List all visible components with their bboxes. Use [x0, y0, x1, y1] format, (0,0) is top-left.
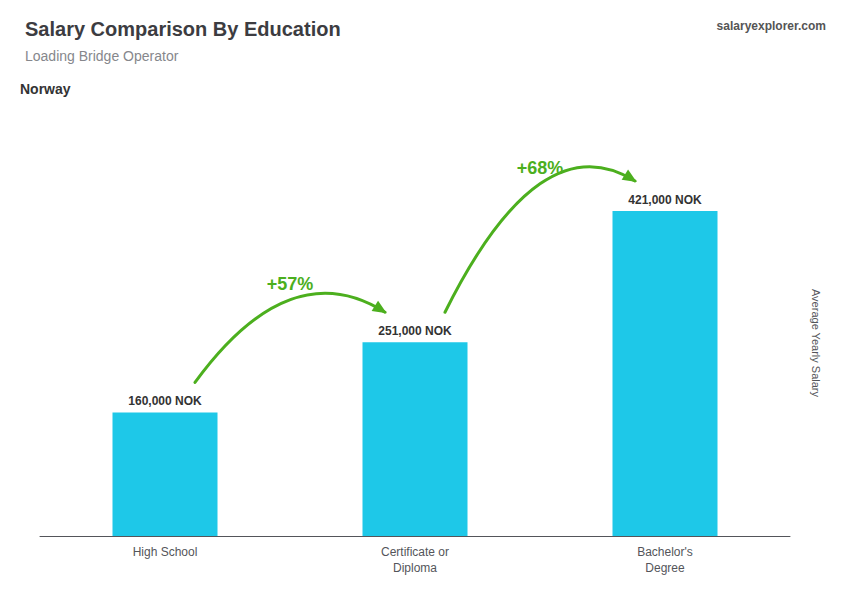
svg-text:Degree: Degree — [645, 561, 685, 575]
svg-text:251,000 NOK: 251,000 NOK — [378, 324, 452, 338]
svg-text:421,000 NOK: 421,000 NOK — [628, 193, 702, 207]
svg-text:Bachelor's: Bachelor's — [637, 545, 693, 559]
svg-text:Loading Bridge Operator: Loading Bridge Operator — [25, 48, 179, 64]
svg-text:salaryexplorer.com: salaryexplorer.com — [717, 19, 826, 33]
svg-text:+57%: +57% — [267, 274, 314, 294]
svg-text:Certificate or: Certificate or — [381, 545, 449, 559]
svg-text:160,000 NOK: 160,000 NOK — [128, 394, 202, 408]
svg-text:+68%: +68% — [517, 158, 564, 178]
svg-text:Salary Comparison By Education: Salary Comparison By Education — [25, 18, 341, 40]
svg-text:Average Yearly Salary: Average Yearly Salary — [810, 289, 822, 398]
svg-text:Norway: Norway — [20, 81, 71, 97]
svg-text:Diploma: Diploma — [393, 561, 437, 575]
svg-text:High School: High School — [133, 545, 198, 559]
